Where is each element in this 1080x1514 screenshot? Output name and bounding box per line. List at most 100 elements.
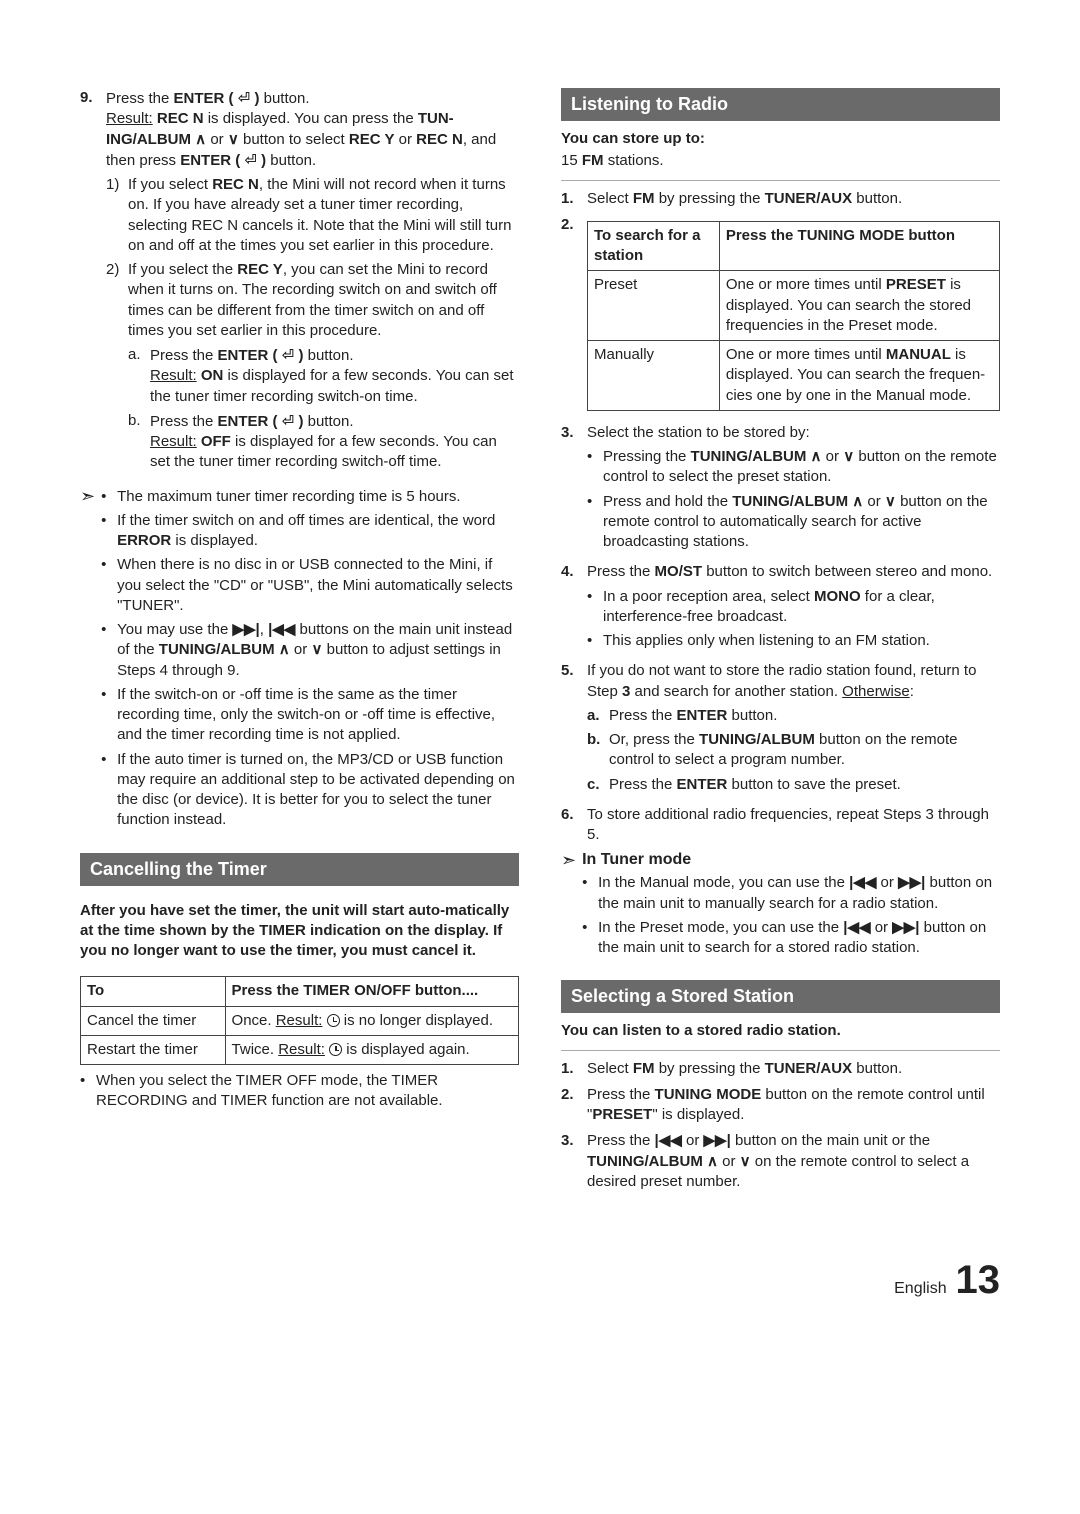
- enter: ENTER (: [218, 347, 282, 364]
- mt-h2: Press the TUNING MODE button: [719, 221, 999, 271]
- txt: button.: [266, 152, 316, 169]
- recn2: REC N: [416, 131, 463, 148]
- txt: Or, press the: [609, 731, 699, 748]
- ss2-mk: 2.: [561, 1085, 587, 1126]
- clock-icon: [329, 1043, 342, 1056]
- mt-r1c2: One or more times until PRESET is displa…: [719, 271, 999, 341]
- result-label: Result:: [150, 367, 197, 384]
- txt: or: [682, 1132, 704, 1149]
- step-9-content: Press the ENTER ( ⏎ ) button. Result: RE…: [106, 88, 519, 481]
- txt: If you select the: [128, 261, 237, 278]
- page: 9. Press the ENTER ( ⏎ ) button. Result:…: [0, 0, 1080, 1258]
- txt: Once.: [232, 1012, 276, 1029]
- divider: [561, 180, 1000, 181]
- note-1: If the timer switch on and off times are…: [117, 511, 519, 552]
- preset: PRESET: [886, 276, 946, 293]
- txt: and search for another station.: [630, 683, 842, 700]
- tuning-album-up: TUNING/ALBUM ∧: [587, 1153, 718, 1170]
- txt: or: [206, 131, 228, 148]
- select-steps: 1. Select FM by pressing the TUNER/AUX b…: [561, 1059, 1000, 1193]
- down-icon: ∨: [228, 131, 239, 148]
- tuning-mode-table: To search for a station Press the TUNING…: [587, 221, 1000, 411]
- manual: MANUAL: [886, 346, 951, 363]
- txt: button.: [303, 413, 353, 430]
- s6-ct: To store additional radio frequencies, r…: [587, 805, 1000, 846]
- s3-ct: Select the station to be stored by: Pres…: [587, 423, 1000, 557]
- txt: Press the: [106, 90, 174, 107]
- recy: REC Y: [237, 261, 283, 278]
- txt: ): [257, 152, 266, 169]
- left-column: 9. Press the ENTER ( ⏎ ) button. Result:…: [80, 88, 519, 1198]
- txt: button.: [727, 707, 777, 724]
- on: ON: [197, 367, 224, 384]
- enter-icon: ⏎: [238, 88, 251, 108]
- note-4: If the switch-on or -off time is the sam…: [117, 685, 519, 746]
- mt-r2c1: Manually: [588, 341, 720, 411]
- sub2b-ct: Press the ENTER ( ⏎ ) button. Result: OF…: [150, 411, 519, 473]
- tuner-note-2: In the Preset mode, you can use the |◀◀ …: [598, 918, 1000, 959]
- txt: button to select: [239, 131, 349, 148]
- ct-h2: Press the TIMER ON/OFF button....: [225, 977, 518, 1006]
- s6-mk: 6.: [561, 805, 587, 846]
- fm: FM: [582, 152, 604, 169]
- s4-bullets: In a poor reception area, select MONO fo…: [587, 587, 1000, 652]
- store-label: You can store up to:: [561, 129, 1000, 149]
- txt: Press the: [150, 347, 218, 364]
- notes-block: ➣ The maximum tuner timer recording time…: [80, 487, 519, 835]
- txt: button.: [852, 190, 902, 207]
- txt: button.: [852, 1060, 902, 1077]
- fm: FM: [633, 1060, 655, 1077]
- txt: or: [394, 131, 416, 148]
- sub1-marker: 1): [106, 175, 128, 256]
- step-9-block: 9. Press the ENTER ( ⏎ ) button. Result:…: [80, 88, 519, 481]
- enter-icon: ⏎: [244, 150, 257, 170]
- txt: Select: [587, 190, 633, 207]
- listen-steps: 1. Select FM by pressing the TUNER/AUX b…: [561, 189, 1000, 846]
- ss3-ct: Press the |◀◀ or ▶▶| button on the main …: [587, 1131, 1000, 1192]
- mt-r1c1: Preset: [588, 271, 720, 341]
- ss1-mk: 1.: [561, 1059, 587, 1079]
- down-icon: ∨: [843, 448, 854, 465]
- txt: Press the: [609, 707, 677, 724]
- tuner-note-block: ➣ In Tuner mode In the Manual mode, you …: [561, 851, 1000, 962]
- mt-r2c2: One or more times until MANUAL is displa…: [719, 341, 999, 411]
- enter: ENTER: [677, 776, 728, 793]
- notes-list: The maximum tuner timer recording time i…: [101, 487, 519, 835]
- txt: button.: [259, 90, 309, 107]
- s3-b1: Pressing the TUNING/ALBUM ∧ or ∨ button …: [603, 447, 1000, 488]
- cancel-timer-header: Cancelling the Timer: [80, 853, 519, 886]
- tuner-aux: TUNER/AUX: [765, 190, 853, 207]
- cancel-note: When you select the TIMER OFF mode, the …: [96, 1071, 519, 1112]
- txt: Press the: [587, 563, 655, 580]
- listening-header: Listening to Radio: [561, 88, 1000, 121]
- sel-intro: You can listen to a stored radio station…: [561, 1021, 1000, 1041]
- s4-b2: This applies only when listening to an F…: [603, 631, 1000, 651]
- s2-mk: 2.: [561, 215, 587, 417]
- txt: by pressing the: [655, 190, 765, 207]
- s4-ct: Press the MO/ST button to switch between…: [587, 562, 1000, 655]
- enter: ENTER: [677, 707, 728, 724]
- enter: ENTER (: [218, 413, 282, 430]
- step9-sublist: 1) If you select REC N, the Mini will no…: [106, 175, 519, 477]
- ct-r2c2: Twice. Result: is displayed again.: [225, 1035, 518, 1064]
- s1-ct: Select FM by pressing the TUNER/AUX butt…: [587, 189, 1000, 209]
- txt: Twice.: [232, 1041, 279, 1058]
- tuner-note-hdr: In Tuner mode: [582, 851, 691, 868]
- preset: PRESET: [592, 1106, 652, 1123]
- s5-ct: If you do not want to store the radio st…: [587, 661, 1000, 799]
- result-label: Result:: [150, 433, 197, 450]
- page-footer: English 13: [0, 1258, 1080, 1343]
- ss3-mk: 3.: [561, 1131, 587, 1192]
- next-icon: ▶▶|: [704, 1132, 731, 1149]
- s2-ct: To search for a station Press the TUNING…: [587, 215, 1000, 417]
- txt: One or more times until: [726, 276, 886, 293]
- s3-b2: Press and hold the TUNING/ALBUM ∧ or ∨ b…: [603, 492, 1000, 553]
- s1-mk: 1.: [561, 189, 587, 209]
- txt: or: [863, 493, 885, 510]
- sub2-content: If you select the REC Y, you can set the…: [128, 260, 519, 477]
- store-value: 15 FM stations.: [561, 151, 1000, 171]
- mt-h1: To search for a station: [588, 221, 720, 271]
- sub2b-mk: b.: [128, 411, 150, 473]
- s3-bullets: Pressing the TUNING/ALBUM ∧ or ∨ button …: [587, 447, 1000, 552]
- result-label: Result:: [106, 110, 153, 127]
